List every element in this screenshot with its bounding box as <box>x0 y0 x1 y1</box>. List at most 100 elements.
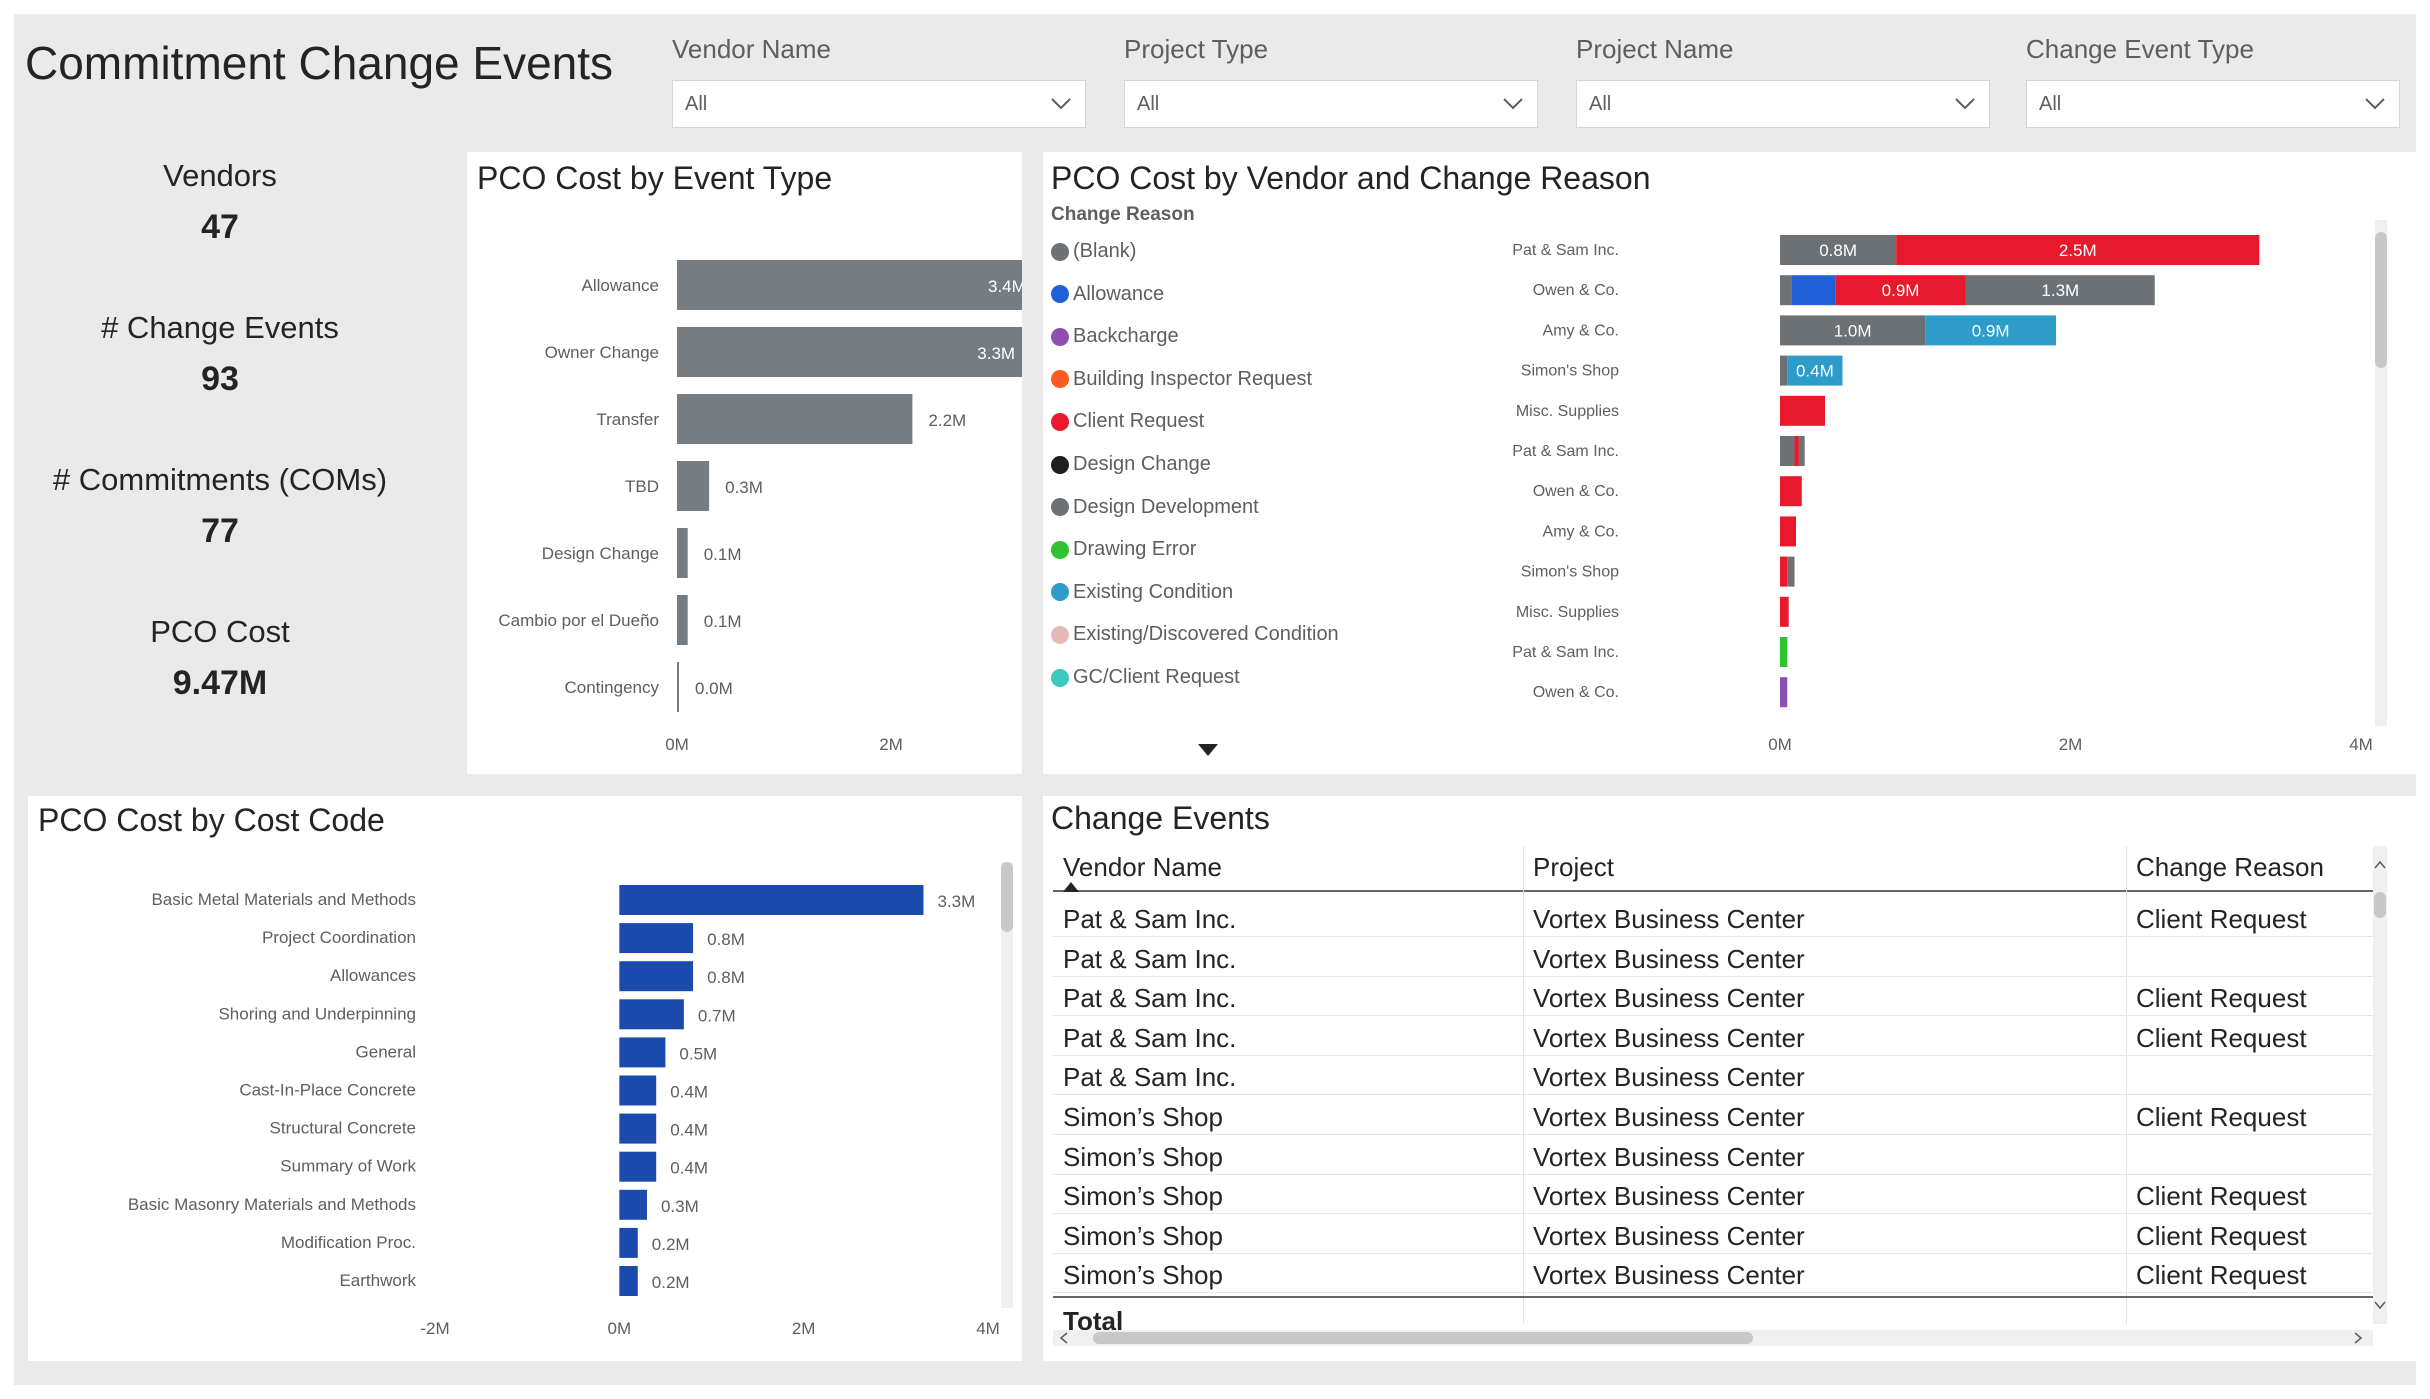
cell-change-reason: Client Request <box>2136 904 2307 934</box>
data-label: 3.3M <box>937 892 975 911</box>
stacked-bar-segment <box>1780 355 1788 386</box>
legend-item[interactable]: Design Change <box>1051 453 1211 476</box>
project-type-dropdown[interactable]: All <box>1124 80 1538 128</box>
legend-item[interactable]: Client Request <box>1051 410 1204 433</box>
legend-color-dot <box>1051 668 1069 687</box>
cell-project: Vortex Business Center <box>1533 1220 1805 1251</box>
sort-ascending-icon[interactable] <box>1063 882 1079 892</box>
category-label: Basic Masonry Materials and Methods <box>128 1195 416 1214</box>
change-event-type-dropdown[interactable]: All <box>2026 80 2400 128</box>
category-label: Owen & Co. <box>1533 483 1619 500</box>
data-label: 0.3M <box>661 1197 699 1216</box>
cell-vendor-name: Simon’s Shop <box>1063 1260 1223 1291</box>
cell-project: Vortex Business Center <box>1533 1022 1805 1053</box>
column-header-vendor-name[interactable]: Vendor Name <box>1063 852 1222 882</box>
filter-change-event-type: Change Event Type All <box>2026 34 2400 128</box>
legend-item[interactable]: Backcharge <box>1051 325 1179 348</box>
event-type-chart-panel: PCO Cost by Event Type Allowance 3.4M Owne… <box>467 152 1022 774</box>
stacked-bar-segment <box>1780 556 1788 587</box>
data-label: 0.1M <box>704 612 742 631</box>
column-header-change-reason[interactable]: Change Reason <box>2136 852 2324 882</box>
kpi-label: # Change Events <box>101 310 339 345</box>
stacked-bar-segment <box>1780 516 1796 547</box>
table-row[interactable]: Simon’s Shop Vortex Business Center Client… <box>1053 1213 2377 1254</box>
table-horizontal-scrollbar[interactable] <box>1053 1330 2373 1346</box>
data-label: 0.4M <box>1796 362 1834 381</box>
chevron-left-icon[interactable] <box>1059 1331 1069 1345</box>
scrollbar-thumb[interactable] <box>2375 232 2387 368</box>
bar <box>619 961 694 992</box>
data-label: 0.5M <box>679 1044 717 1063</box>
table-row[interactable]: Simon’s Shop Vortex Business Center Client… <box>1053 1094 2377 1135</box>
category-label: Cast-In-Place Concrete <box>239 1081 416 1100</box>
legend-item[interactable]: Existing/Discovered Condition <box>1051 623 1339 646</box>
chevron-down-icon <box>1051 98 1071 110</box>
scrollbar-thumb[interactable] <box>1001 862 1013 932</box>
data-label: 0.2M <box>652 1273 690 1292</box>
legend-item[interactable]: Design Development <box>1051 496 1259 519</box>
table-row[interactable]: Pat & Sam Inc. Vortex Business Center Clie… <box>1053 896 2377 937</box>
vertical-scrollbar[interactable] <box>1001 862 1013 1308</box>
legend-color-dot <box>1051 412 1069 431</box>
chevron-right-icon[interactable] <box>2353 1331 2363 1345</box>
scrollbar-thumb[interactable] <box>2374 892 2386 918</box>
data-label: 2.5M <box>2059 241 2097 260</box>
table-row[interactable]: Simon’s Shop Vortex Business Center <box>1053 1134 2377 1175</box>
data-label: 0.2M <box>652 1235 690 1254</box>
cell-vendor-name: Pat & Sam Inc. <box>1063 904 1237 934</box>
table-row[interactable]: Simon’s Shop Vortex Business Center Client… <box>1053 1173 2377 1215</box>
project-name-dropdown[interactable]: All <box>1576 80 1990 128</box>
legend-item[interactable]: Drawing Error <box>1051 538 1196 561</box>
kpi-vendors: Vendors 47 <box>10 158 430 247</box>
stacked-bar-segment <box>1780 476 1802 507</box>
stacked-bar-segment <box>1780 596 1789 627</box>
data-label: 0.3M <box>725 478 763 497</box>
x-tick-label: 0M <box>1768 735 1792 754</box>
legend-color-dot <box>1051 242 1069 261</box>
vertical-scrollbar[interactable] <box>2375 220 2387 726</box>
vendor-name-dropdown[interactable]: All <box>672 80 1086 128</box>
legend-item[interactable]: Existing Condition <box>1051 581 1233 604</box>
cell-change-reason: Client Request <box>2136 1181 2307 1212</box>
x-tick-label: 0M <box>665 735 689 754</box>
table-row[interactable]: Pat & Sam Inc. Vortex Business Center <box>1053 1054 2377 1096</box>
data-label: 0.8M <box>707 930 745 949</box>
cell-change-reason: Client Request <box>2136 1022 2307 1053</box>
table-row[interactable]: Pat & Sam Inc. Vortex Business Center Clie… <box>1053 1015 2377 1056</box>
table-vertical-scrollbar[interactable] <box>2373 846 2387 1324</box>
stacked-bar-segment <box>1780 235 1897 265</box>
category-label: Structural Concrete <box>270 1119 416 1138</box>
scrollbar-thumb[interactable] <box>1093 1332 1753 1344</box>
bar <box>677 595 688 645</box>
caret-down-icon[interactable] <box>1198 744 1218 758</box>
kpi-value: 9.47M <box>172 664 268 702</box>
kpi-change-events: # Change Events 93 <box>10 310 430 399</box>
chevron-down-icon[interactable] <box>2373 1300 2387 1310</box>
cell-vendor-name: Pat & Sam Inc. <box>1063 1062 1237 1093</box>
filter-project-type: Project Type All <box>1124 34 1538 128</box>
data-label: 2.2M <box>928 411 966 430</box>
cell-project: Vortex Business Center <box>1533 1062 1805 1093</box>
bar <box>677 394 913 444</box>
legend-color-dot <box>1051 370 1069 389</box>
bar <box>619 923 694 954</box>
data-label: 3.3M <box>977 344 1015 363</box>
legend-color-dot <box>1051 455 1069 474</box>
legend-item[interactable]: Allowance <box>1051 283 1164 306</box>
category-label: Transfer <box>596 410 659 429</box>
table-row[interactable]: Simon’s Shop Vortex Business Center Client… <box>1053 1252 2377 1294</box>
legend-item[interactable]: (Blank) <box>1051 240 1136 263</box>
cell-vendor-name: Pat & Sam Inc. <box>1063 1022 1237 1053</box>
bar <box>677 662 679 712</box>
column-header-project[interactable]: Project <box>1533 852 1614 882</box>
stacked-bar-segment <box>1794 436 1799 466</box>
cell-vendor-name: Pat & Sam Inc. <box>1063 983 1237 1014</box>
chevron-up-icon[interactable] <box>2373 860 2387 870</box>
table-row[interactable]: Pat & Sam Inc. Vortex Business Center <box>1053 936 2377 977</box>
stacked-bar-segment <box>1925 315 2056 346</box>
table-row[interactable]: Pat & Sam Inc. Vortex Business Center Clie… <box>1053 975 2377 1017</box>
legend-item[interactable]: GC/Client Request <box>1051 666 1240 689</box>
legend-item[interactable]: Building Inspector Request <box>1051 368 1312 391</box>
data-label: 0.9M <box>1972 321 2010 340</box>
filter-vendor-name: Vendor Name All <box>672 34 1086 128</box>
